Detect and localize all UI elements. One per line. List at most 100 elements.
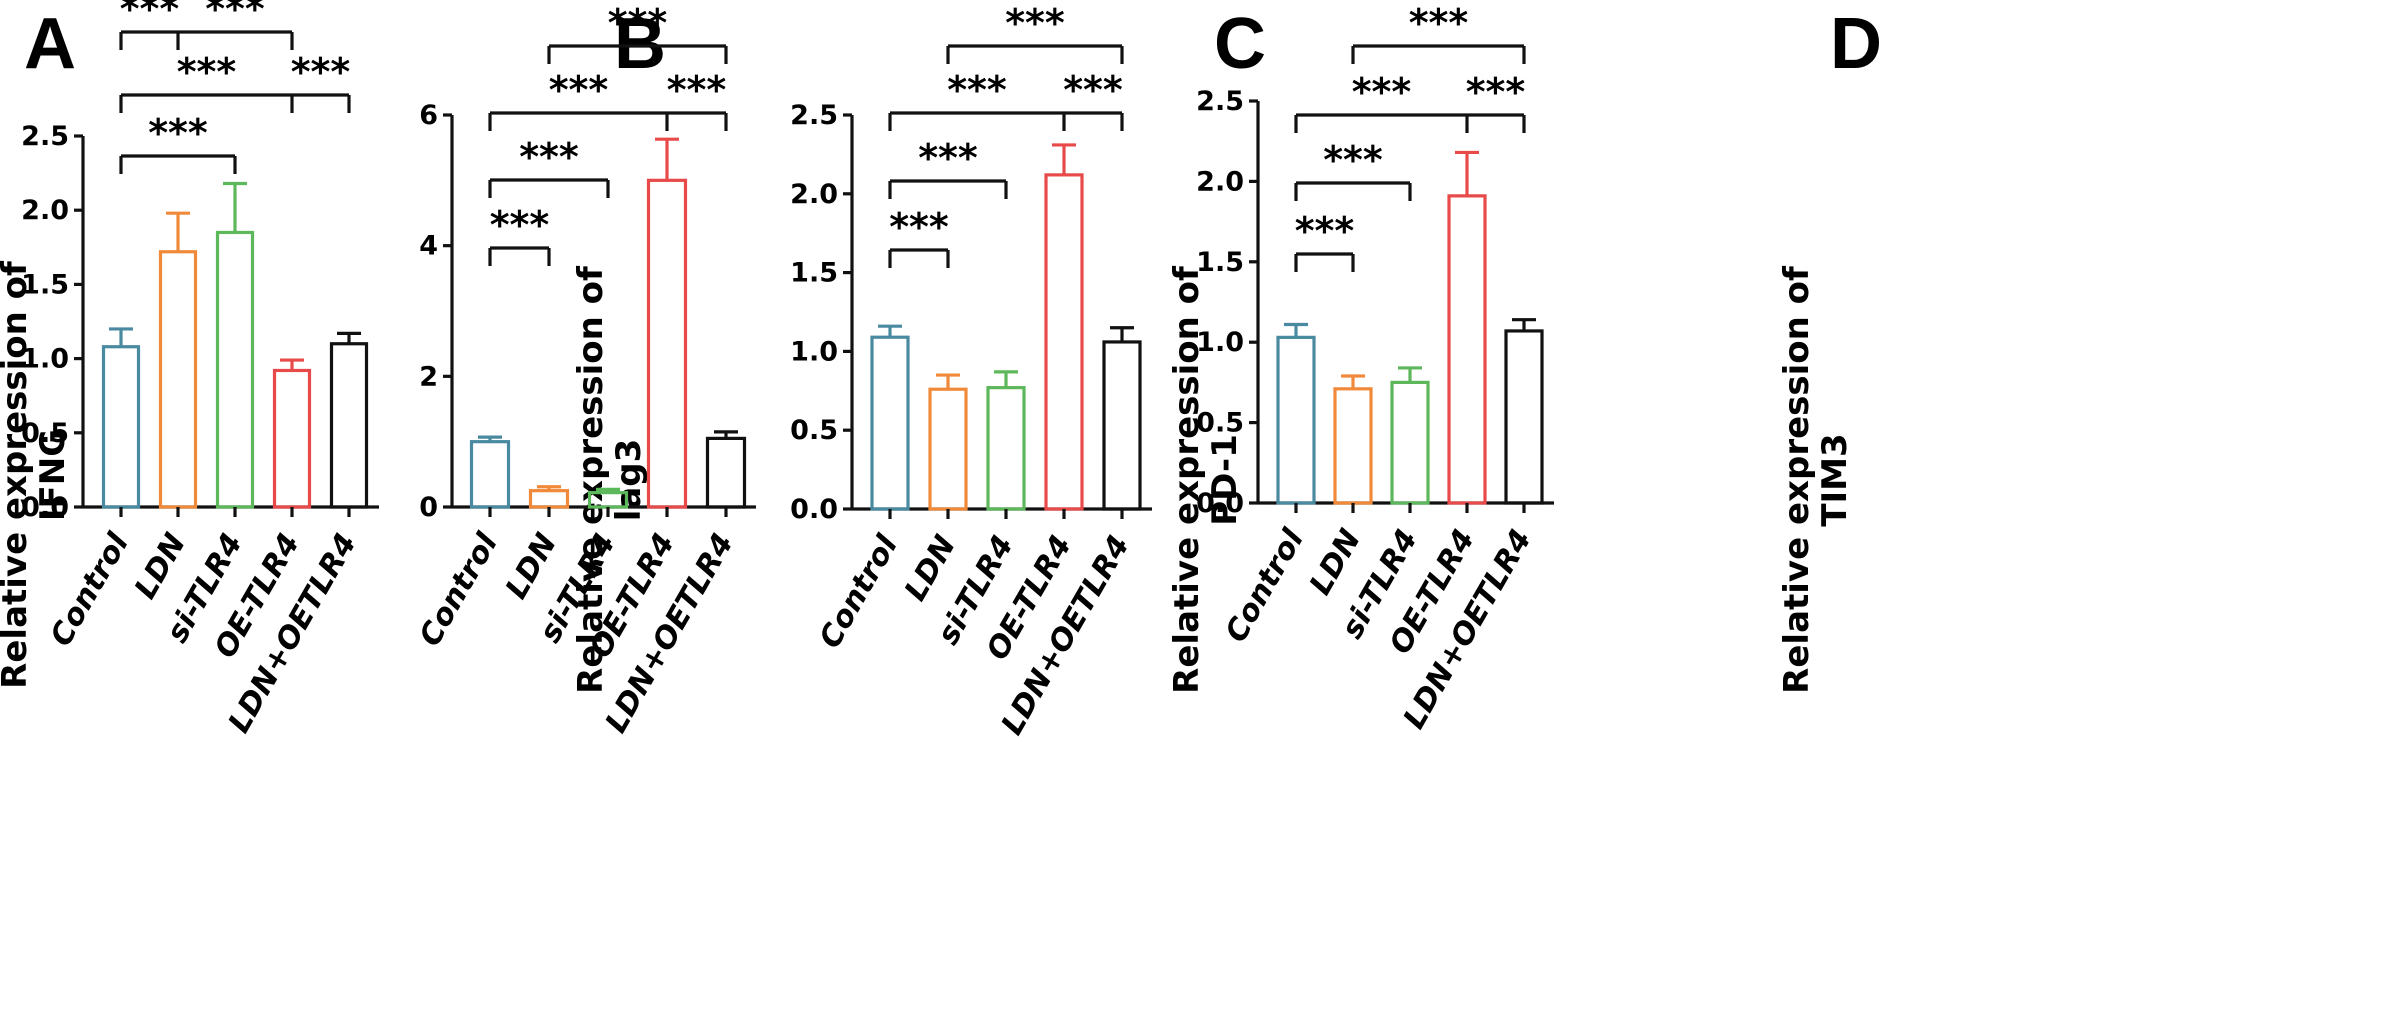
y-tick-label: 6: [419, 100, 438, 131]
y-tick-label: 0.0: [790, 494, 838, 525]
significance-bracket: ***: [119, 111, 237, 174]
bar-control: [469, 440, 511, 509]
panel-d: D Relative expression of TIM3 0.0 0.5 1.0 1…: [1196, 1, 1882, 735]
y-tick-label: 1.0: [790, 336, 838, 367]
bar-si-tlr4: [986, 386, 1026, 511]
y-tick-label: 1.5: [1196, 247, 1244, 278]
y-tick-label: 2.0: [790, 179, 838, 210]
plot-area: 0.00.51.01.52.02.5ControlLDNsi-TLR4OE-TL…: [790, 1, 1152, 741]
bar-si-tlr4: [215, 230, 255, 509]
significance-stars: ***: [1466, 70, 1526, 114]
significance-stars: ***: [519, 135, 579, 179]
y-axis-title-line1: Relative expression of: [571, 265, 611, 694]
y-tick-label: 0.5: [790, 415, 838, 446]
bar-oe-tlr4: [1044, 173, 1084, 511]
panel-b: B Relative expression of lag3 0246Contro…: [413, 1, 756, 739]
significance-stars: ***: [205, 0, 265, 31]
significance-stars: ***: [148, 111, 208, 155]
significance-stars: ***: [1005, 1, 1065, 45]
significance-stars: ***: [947, 68, 1007, 112]
bar-ldn: [528, 489, 570, 509]
y-tick-label: 0.0: [1196, 488, 1244, 519]
significance-stars: ***: [1063, 68, 1123, 112]
y-tick-label: 0.5: [21, 418, 69, 449]
panel-letter: B: [614, 4, 666, 84]
x-category-label: Control: [44, 527, 137, 653]
bar-oe-tlr4: [646, 178, 688, 509]
y-tick-label: 1.5: [790, 258, 838, 289]
y-tick-label: 2.5: [790, 100, 838, 131]
significance-stars: ***: [1295, 209, 1355, 253]
significance-stars: ***: [120, 0, 180, 31]
significance-stars: ***: [667, 68, 727, 112]
x-category-label: Control: [413, 527, 506, 653]
bar-control: [870, 335, 910, 511]
panel-letter: D: [1830, 4, 1882, 84]
significance-stars: ***: [889, 205, 949, 249]
y-axis-title-line2: PD-1: [1205, 434, 1245, 526]
bar-oe-tlr4: [1447, 194, 1487, 505]
x-category-label: Control: [1219, 523, 1312, 649]
y-tick-label: 1.0: [21, 344, 69, 375]
significance-bracket: *** ***: [119, 50, 351, 113]
panel-a: A Relative expression of IFNG 0.0 0.5 1.0 1…: [0, 0, 379, 739]
bar-control: [101, 345, 141, 509]
significance-stars: ***: [1323, 138, 1383, 182]
bar-ldn: [158, 250, 198, 509]
y-axis-title-line2: TIM3: [1815, 433, 1855, 526]
y-axis-title-line1: Relative expression of: [0, 260, 35, 689]
y-axis-title: Relative expression of PD-1: [1167, 265, 1245, 694]
significance-stars: ***: [177, 50, 237, 94]
bar-ldn-oetlr4: [705, 436, 747, 509]
y-tick-label: 2.5: [1196, 86, 1244, 117]
y-axis-title: Relative expression of TIM3: [1777, 265, 1855, 694]
significance-bracket: ***: [888, 205, 950, 268]
significance-bracket: ***: [1351, 1, 1526, 64]
significance-stars: ***: [549, 68, 609, 112]
y-axis-title-line2: lag3: [609, 439, 649, 522]
y-tick-label: 1.0: [1196, 327, 1244, 358]
y-tick-label: 0.0: [21, 492, 69, 523]
panel-c: C Relative expression of PD-1 0.0 0.5 1.0 1…: [790, 1, 1266, 741]
y-axis-title: Relative expression of IFNG: [0, 260, 73, 689]
significance-stars: ***: [1409, 1, 1469, 45]
y-axis-title-line1: Relative expression of: [1167, 265, 1207, 694]
significance-bracket: *** ***: [488, 68, 728, 131]
y-tick-label: 0: [419, 492, 438, 523]
panel-letter: C: [1214, 4, 1266, 84]
significance-bracket: ***: [888, 136, 1008, 199]
significance-bracket: ***: [547, 1, 728, 64]
significance-bracket: ***: [946, 1, 1124, 64]
significance-stars: ***: [608, 1, 668, 45]
significance-bracket: ***: [488, 135, 610, 198]
bar-ldn-oetlr4: [329, 342, 369, 509]
significance-bracket: *** ***: [888, 68, 1124, 131]
y-axis-title-line1: Relative expression of: [1777, 265, 1817, 694]
bar-oe-tlr4: [272, 368, 312, 509]
y-tick-label: 0.5: [1196, 408, 1244, 439]
significance-bracket: *** ***: [119, 0, 294, 50]
y-tick-label: 2.5: [21, 121, 69, 152]
significance-stars: ***: [1352, 70, 1412, 114]
panel-letter: A: [24, 4, 76, 84]
x-category-label: Control: [813, 529, 906, 655]
plot-area: 0.00.51.01.52.02.5ControlLDNsi-TLR4OE-TL…: [21, 0, 379, 739]
y-tick-label: 2.0: [1196, 166, 1244, 197]
significance-bracket: ***: [1294, 138, 1412, 201]
significance-stars: ***: [291, 50, 351, 94]
plot-area: 0.00.51.01.52.02.5ControlLDNsi-TLR4OE-TL…: [1196, 1, 1554, 735]
y-tick-label: 1.5: [21, 269, 69, 300]
plot-area: 0246ControlLDNsi-TLR4OE-TLR4LDN+OETLR4**…: [413, 1, 756, 739]
y-tick-label: 2: [419, 361, 438, 392]
significance-bracket: *** ***: [1294, 70, 1526, 133]
bar-control: [1276, 335, 1316, 505]
y-axis-title-line2: IFNG: [33, 429, 73, 521]
significance-stars: ***: [490, 203, 550, 247]
significance-stars: ***: [918, 136, 978, 180]
significance-bracket: ***: [488, 203, 551, 266]
bar-ldn: [1333, 387, 1373, 505]
bar-ldn-oetlr4: [1102, 340, 1142, 511]
significance-bracket: ***: [1294, 209, 1355, 272]
bar-ldn: [928, 387, 968, 511]
y-tick-label: 4: [419, 231, 438, 262]
